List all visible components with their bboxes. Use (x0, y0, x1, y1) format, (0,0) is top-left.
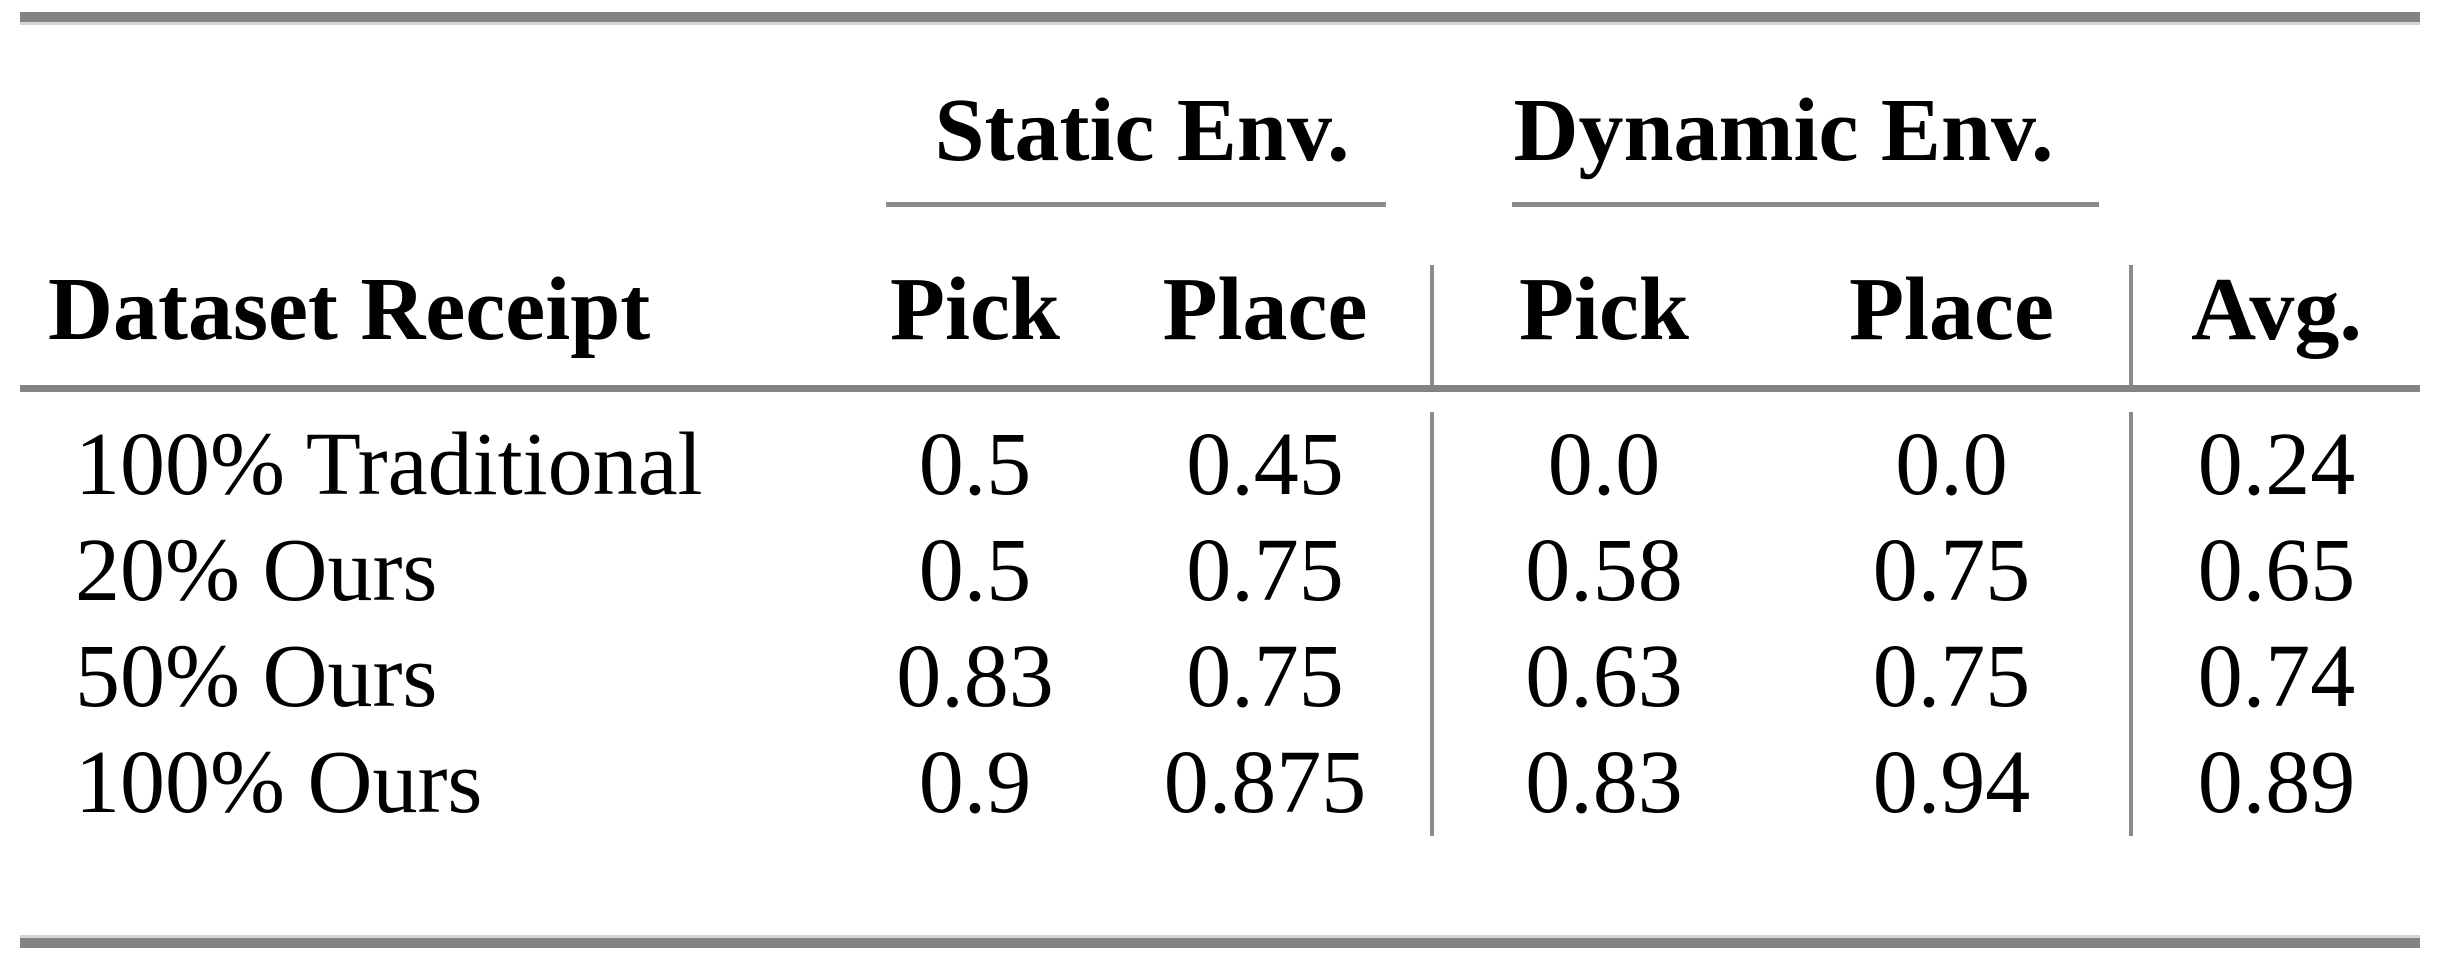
group-header-static-env: Static Env. (934, 81, 1350, 180)
table-body: 100% Traditional 0.5 0.45 0.0 0.0 0.24 2… (20, 392, 2420, 836)
static-env-underline (886, 202, 1386, 207)
table-row: 20% Ours 0.5 0.75 0.58 0.75 0.65 (20, 518, 2420, 624)
cell-dynamic-place: 0.75 (1774, 624, 2133, 730)
column-header-dynamic-pick: Pick (1519, 260, 1689, 359)
group-header-dynamic-env: Dynamic Env. (1513, 81, 2054, 180)
cell-static-place: 0.875 (1100, 730, 1434, 836)
column-header-row: Dataset Receipt Pick Place Pick Place Av… (20, 207, 2420, 385)
table-row: 100% Ours 0.9 0.875 0.83 0.94 0.89 (20, 730, 2420, 836)
cell-static-pick: 0.83 (896, 627, 1054, 726)
cell-dynamic-pick: 0.83 (1525, 733, 1683, 832)
table-row: 50% Ours 0.83 0.75 0.63 0.75 0.74 (20, 624, 2420, 730)
dynamic-env-underline (1512, 202, 2099, 207)
column-header-dynamic-place: Place (1774, 265, 2133, 385)
cell-static-place: 0.45 (1100, 412, 1434, 518)
cell-avg: 0.89 (2197, 733, 2356, 832)
header-body-rule (20, 385, 2420, 392)
cell-static-pick: 0.5 (918, 415, 1032, 514)
cell-static-place: 0.75 (1100, 624, 1434, 730)
results-table: Static Env. Dynamic Env. Dataset Receipt… (0, 12, 2440, 978)
top-rule (20, 12, 2420, 25)
column-header-static-pick: Pick (890, 260, 1060, 359)
cell-dynamic-pick: 0.0 (1547, 415, 1661, 514)
cell-static-place: 0.75 (1100, 518, 1434, 624)
cell-dynamic-place: 0.94 (1774, 730, 2133, 836)
row-label: 50% Ours (75, 627, 438, 726)
column-header-avg: Avg. (2191, 260, 2362, 359)
cell-dynamic-place: 0.75 (1774, 518, 2133, 624)
group-underline-row (20, 202, 2420, 207)
cell-dynamic-pick: 0.58 (1525, 521, 1683, 620)
cell-static-pick: 0.9 (918, 733, 1032, 832)
table-row: 100% Traditional 0.5 0.45 0.0 0.0 0.24 (20, 412, 2420, 518)
cell-avg: 0.65 (2197, 521, 2356, 620)
bottom-rule (20, 935, 2420, 948)
row-label: 20% Ours (75, 521, 438, 620)
cell-dynamic-place: 0.0 (1774, 412, 2133, 518)
column-group-header-row: Static Env. Dynamic Env. (20, 25, 2420, 202)
column-header-static-place: Place (1100, 265, 1434, 385)
cell-avg: 0.24 (2197, 415, 2356, 514)
cell-avg: 0.74 (2197, 627, 2356, 726)
cell-dynamic-pick: 0.63 (1525, 627, 1683, 726)
cell-static-pick: 0.5 (918, 521, 1032, 620)
row-label: 100% Traditional (75, 415, 703, 514)
row-label: 100% Ours (75, 733, 483, 832)
column-header-dataset-receipt: Dataset Receipt (48, 260, 651, 359)
